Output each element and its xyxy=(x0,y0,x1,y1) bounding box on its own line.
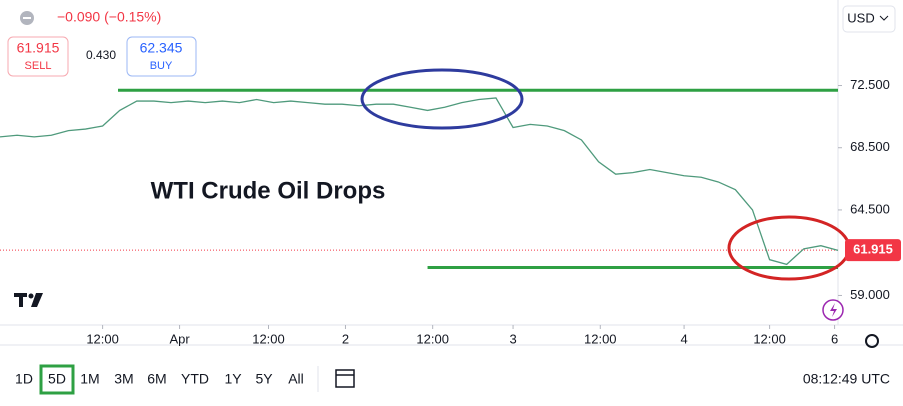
range-button[interactable]: 3M xyxy=(114,371,133,387)
buy-price: 62.345 xyxy=(140,40,183,56)
annotation: WTI Crude Oil Drops xyxy=(151,177,386,204)
buy-label: BUY xyxy=(150,60,173,72)
range-button[interactable]: 5D xyxy=(48,371,66,387)
dropdown-icon xyxy=(879,15,889,21)
sell-button[interactable] xyxy=(7,36,69,77)
price-line xyxy=(0,97,839,266)
y-tick-label: 68.500 xyxy=(850,139,890,154)
x-tick-label: Apr xyxy=(169,331,190,346)
range-selected xyxy=(39,364,75,395)
range-button[interactable]: All xyxy=(288,371,304,387)
tv-logo xyxy=(14,293,43,307)
x-tick-label: 12:00 xyxy=(416,331,449,346)
x-tick-label: 12:00 xyxy=(86,331,119,346)
x-tick-label: 12:00 xyxy=(753,331,786,346)
y-tick-label: 64.500 xyxy=(850,201,890,216)
x-tick-label: 6 xyxy=(831,331,838,346)
currency-button[interactable] xyxy=(842,5,896,33)
y-tick-label: 59.000 xyxy=(850,287,890,302)
buy-button[interactable] xyxy=(126,36,197,77)
clock: 08:12:49 UTC xyxy=(803,371,890,387)
x-tick-label: 12:00 xyxy=(252,331,285,346)
settings-icon[interactable] xyxy=(865,334,879,348)
range-button[interactable]: 6M xyxy=(147,371,166,387)
lightning-icon xyxy=(830,303,837,317)
calendar-icon[interactable] xyxy=(335,369,355,388)
x-tick-label: 12:00 xyxy=(584,331,617,346)
range-button[interactable]: YTD xyxy=(181,371,209,387)
price-change: −0.090 (−0.15%) xyxy=(57,9,161,25)
range-button[interactable]: 1Y xyxy=(224,371,242,387)
x-tick-label: 2 xyxy=(342,331,349,346)
x-tick-label: 3 xyxy=(509,331,516,346)
sell-price: 61.915 xyxy=(17,40,60,56)
price-tag xyxy=(845,239,901,262)
sell-label: SELL xyxy=(25,60,52,72)
range-button[interactable]: 1M xyxy=(80,371,99,387)
spread: 0.430 xyxy=(86,48,116,62)
range-button[interactable]: 1D xyxy=(15,371,33,387)
x-tick-label: 4 xyxy=(680,331,687,346)
y-tick-label: 72.500 xyxy=(850,77,890,92)
currency: USD xyxy=(847,10,874,25)
price-tag-label: 61.915 xyxy=(853,242,893,257)
highlight-ellipse xyxy=(360,68,524,130)
range-button[interactable]: 5Y xyxy=(255,371,273,387)
